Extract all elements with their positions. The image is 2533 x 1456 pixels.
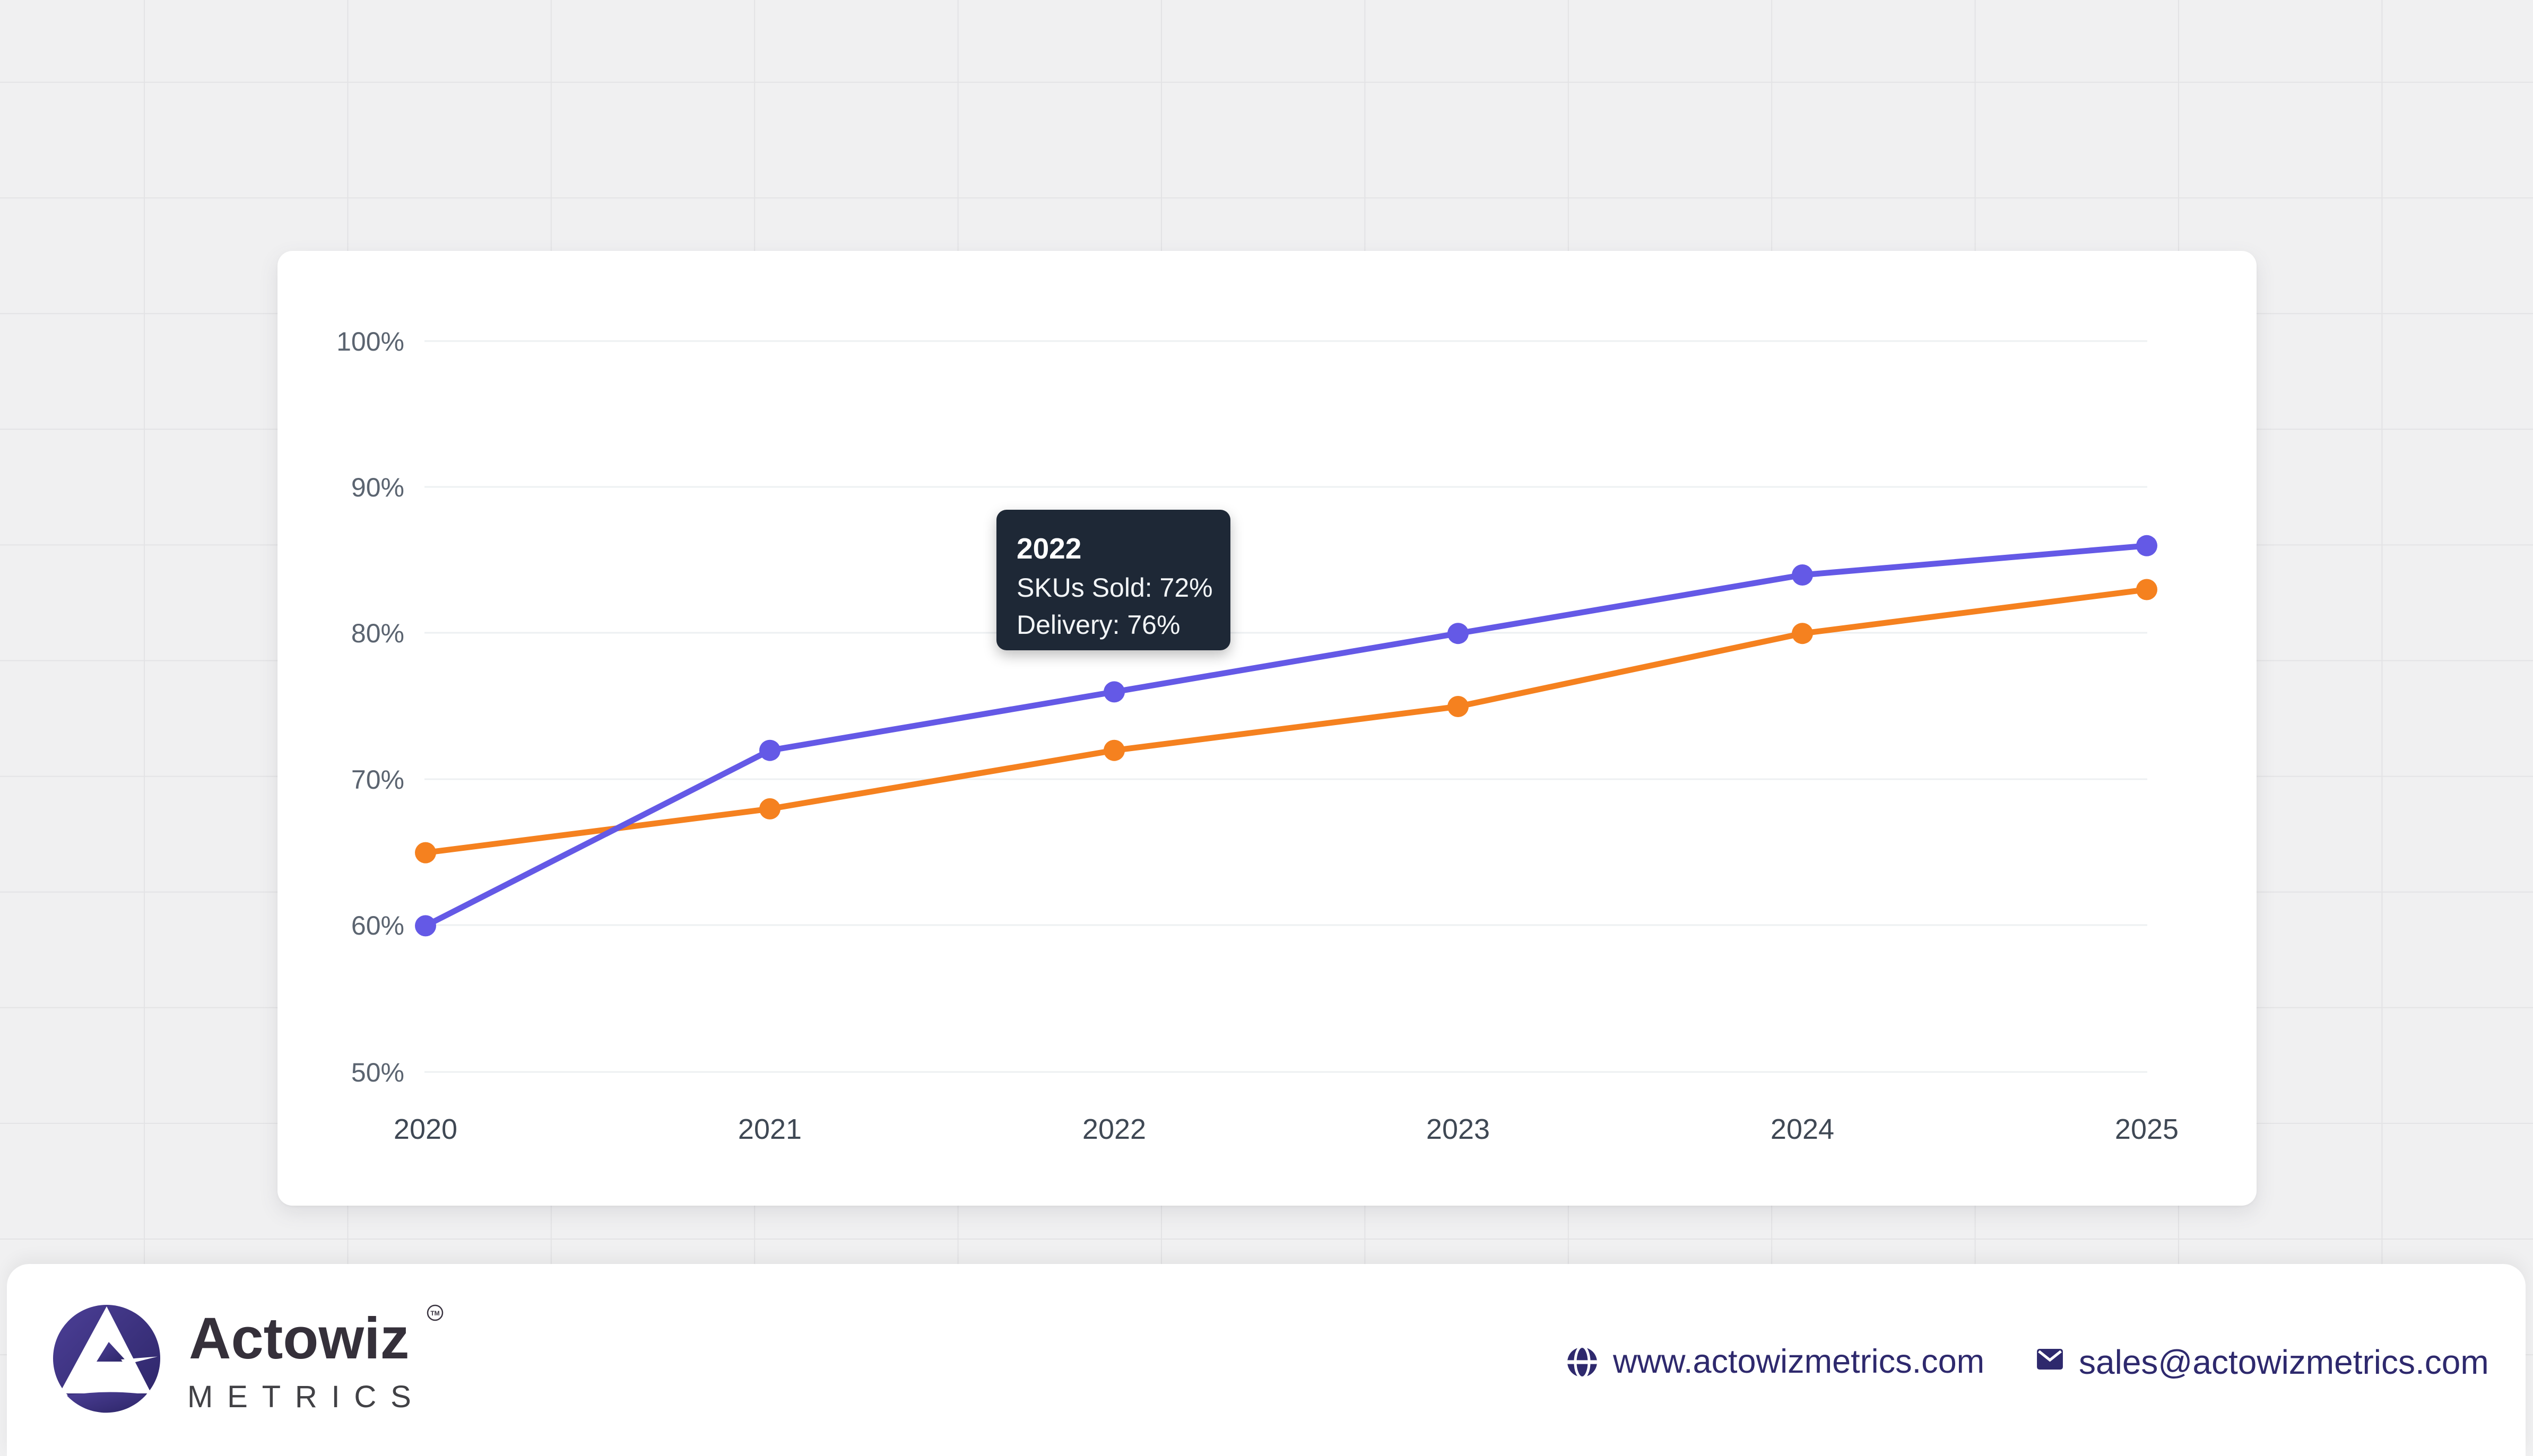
svg-text:2025: 2025 (2115, 1113, 2179, 1145)
svg-text:2020: 2020 (394, 1113, 457, 1145)
svg-text:2021: 2021 (738, 1113, 802, 1145)
svg-text:2022: 2022 (1082, 1113, 1146, 1145)
svg-text:TM: TM (430, 1310, 439, 1317)
svg-text:100%: 100% (336, 327, 404, 356)
svg-text:60%: 60% (351, 911, 404, 940)
svg-text:70%: 70% (351, 765, 404, 795)
svg-text:50%: 50% (351, 1058, 404, 1087)
svg-text:90%: 90% (351, 473, 404, 502)
svg-text:80%: 80% (351, 618, 404, 648)
svg-text:2023: 2023 (1426, 1113, 1490, 1145)
svg-text:2024: 2024 (1771, 1113, 1834, 1145)
